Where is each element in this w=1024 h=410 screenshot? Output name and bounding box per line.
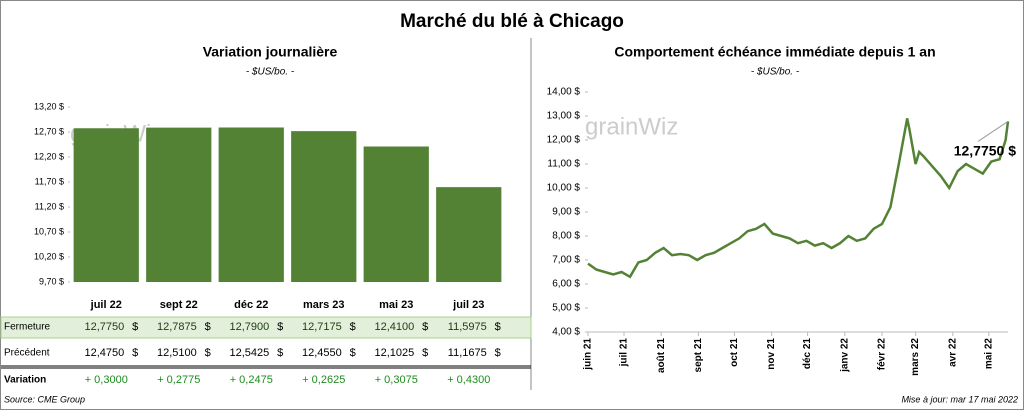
x-tick-label: juil 21: [619, 338, 630, 368]
y-tick-label: 11,70 $: [35, 176, 64, 186]
x-tick-label: mai 23: [379, 299, 413, 311]
bar: [146, 127, 212, 282]
cell: 12,7750: [84, 321, 124, 333]
bar: [436, 187, 502, 282]
row-label: Précédent: [4, 348, 50, 359]
cell-unit: $: [495, 321, 501, 333]
y-tick-label: 9,00 $: [552, 207, 580, 218]
x-tick-label: avr 22: [947, 338, 958, 367]
cell-unit: $: [277, 347, 283, 359]
bar: [73, 128, 139, 282]
y-tick-label: 13,00 $: [547, 111, 581, 122]
y-tick-label: 7,00 $: [552, 255, 580, 266]
cell: + 0,3075: [375, 374, 418, 386]
x-tick-label: mars 22: [910, 338, 921, 376]
cell-unit: $: [132, 321, 138, 333]
x-tick-label: janv 22: [839, 338, 850, 373]
cell: 12,5425: [229, 347, 269, 359]
row-label: Fermeture: [4, 322, 51, 333]
annotation: 12,7750 $: [954, 143, 1016, 159]
cell: + 0,2475: [230, 374, 273, 386]
cell-unit: $: [205, 321, 211, 333]
y-tick-label: 11,20 $: [35, 201, 64, 211]
cell: 12,4100: [374, 321, 414, 333]
y-tick-label: 11,00 $: [547, 159, 580, 170]
cell: 12,4750: [84, 347, 124, 359]
y-tick-label: 10,70 $: [34, 226, 64, 236]
y-tick-label: 9,70 $: [39, 276, 64, 286]
chart-subtitle: - $US/bo. -: [246, 67, 295, 78]
cell: 11,5975: [448, 321, 487, 333]
x-tick-label: févr 22: [877, 338, 888, 371]
cell: 12,5100: [157, 347, 197, 359]
x-tick-label: nov 21: [766, 338, 777, 370]
chart-subtitle: - $US/bo. -: [751, 67, 800, 78]
cell: + 0,4300: [447, 374, 490, 386]
x-tick-label: sept 22: [160, 299, 198, 311]
annotation-leader: [977, 120, 1009, 142]
y-tick-label: 12,00 $: [547, 135, 581, 146]
y-tick-label: 6,00 $: [552, 279, 580, 290]
source: Source: CME Group: [4, 394, 85, 404]
cell-unit: $: [350, 347, 356, 359]
y-tick-label: 8,00 $: [552, 231, 580, 242]
line-series: [587, 118, 1010, 279]
cell-unit: $: [422, 347, 428, 359]
cell: 12,7900: [229, 321, 269, 333]
cell: + 0,3000: [85, 374, 128, 386]
y-tick-label: 12,70 $: [34, 126, 64, 136]
x-tick-label: sept 21: [693, 338, 704, 373]
chart-title: Variation journalière: [203, 44, 338, 60]
cell: 12,4550: [302, 347, 342, 359]
y-tick-label: 13,20 $: [34, 101, 64, 111]
cell-unit: $: [205, 347, 211, 359]
cell-unit: $: [277, 321, 283, 333]
bar: [218, 127, 284, 282]
y-tick-label: 5,00 $: [552, 303, 580, 314]
x-tick-label: juil 22: [90, 299, 122, 311]
cell: 12,1025: [374, 347, 414, 359]
cell: 12,7875: [157, 321, 197, 333]
y-tick-label: 14,00 $: [547, 87, 581, 98]
x-tick-label: juil 23: [452, 299, 484, 311]
x-tick-label: déc 21: [802, 338, 813, 370]
page-title: Marché du blé à Chicago: [400, 11, 624, 32]
y-tick-label: 12,20 $: [34, 151, 64, 161]
y-tick-label: 10,20 $: [34, 251, 64, 261]
cell-unit: $: [422, 321, 428, 333]
cell: + 0,2625: [302, 374, 345, 386]
bar: [363, 146, 429, 282]
x-tick-label: juin 21: [583, 338, 594, 371]
x-tick-label: oct 21: [729, 338, 740, 367]
cell: 12,7175: [302, 321, 342, 333]
cell-unit: $: [350, 321, 356, 333]
cell-unit: $: [132, 347, 138, 359]
x-tick-label: mars 23: [303, 299, 345, 311]
x-tick-label: mai 22: [983, 338, 994, 370]
cell-unit: $: [495, 347, 501, 359]
x-tick-label: déc 22: [234, 299, 268, 311]
x-tick-label: août 21: [656, 338, 667, 373]
row-highlight: [0, 316, 532, 339]
watermark: grainWiz: [585, 113, 678, 140]
cell: + 0,2775: [157, 374, 200, 386]
y-tick-label: 4,00 $: [552, 327, 580, 338]
y-tick-label: 10,00 $: [547, 183, 581, 194]
cell: 11,1675: [448, 347, 487, 359]
bar: [291, 131, 357, 282]
row-label: Variation: [4, 375, 46, 386]
chart-title: Comportement échéance immédiate depuis 1…: [614, 44, 935, 60]
updated: Mise à jour: mar 17 mai 2022: [901, 394, 1018, 404]
